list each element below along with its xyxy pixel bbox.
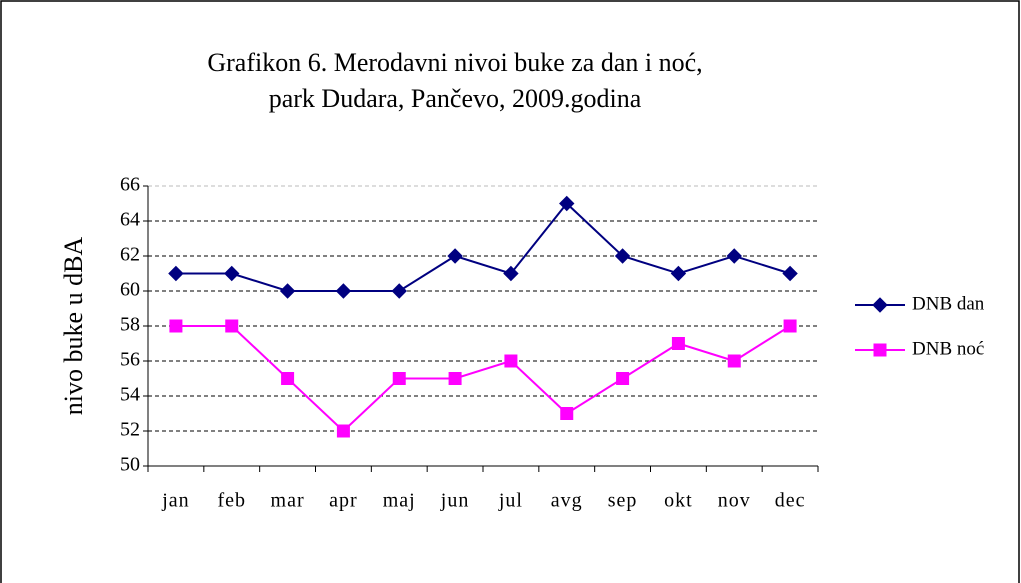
marker — [392, 372, 406, 385]
legend-label: DNB noć — [912, 338, 984, 359]
marker — [504, 354, 518, 368]
marker — [783, 319, 797, 333]
x-tick-label: jun — [440, 490, 470, 512]
y-tick-label: 50 — [120, 454, 140, 476]
marker — [727, 354, 741, 368]
chart-title: park Dudara, Pančevo, 2009.godina — [269, 84, 642, 113]
marker — [169, 319, 183, 333]
marker — [279, 283, 296, 299]
x-tick-label: avg — [551, 490, 583, 512]
x-tick-label: okt — [664, 490, 693, 512]
x-tick-label: nov — [718, 490, 751, 512]
marker — [448, 372, 462, 385]
legend-label: DNB dan — [912, 293, 985, 314]
marker — [782, 265, 798, 282]
marker — [447, 248, 463, 264]
y-tick-label: 52 — [120, 419, 140, 441]
marker — [671, 337, 685, 350]
x-tick-label: feb — [217, 490, 246, 512]
marker — [503, 265, 519, 282]
y-tick-label: 62 — [120, 244, 140, 266]
x-tick-label: sep — [608, 490, 638, 512]
marker — [335, 283, 352, 299]
marker — [560, 407, 574, 420]
marker — [726, 248, 742, 264]
marker — [225, 319, 239, 333]
chart-title: Grafikon 6. Merodavni nivoi buke za dan … — [207, 48, 702, 77]
x-tick-label: dec — [775, 490, 806, 512]
y-tick-label: 56 — [120, 349, 140, 371]
line — [175, 202, 791, 292]
x-tick-label: mar — [271, 490, 305, 512]
x-tick-label: apr — [329, 490, 358, 512]
legend-marker — [872, 297, 888, 313]
y-tick-label: 58 — [120, 314, 140, 336]
marker — [224, 265, 240, 282]
legend-marker — [873, 343, 887, 357]
y-axis-label: nivo buke u dBA — [59, 237, 88, 416]
marker — [281, 372, 295, 385]
line — [175, 325, 791, 433]
marker — [336, 424, 350, 438]
y-tick-label: 60 — [120, 279, 140, 301]
marker — [614, 248, 631, 264]
marker — [670, 265, 687, 282]
x-tick-label: maj — [383, 490, 416, 512]
x-tick-label: jan — [161, 490, 189, 512]
y-tick-label: 66 — [120, 174, 140, 196]
y-tick-label: 54 — [120, 384, 140, 406]
y-tick-label: 64 — [120, 209, 140, 231]
marker — [616, 372, 630, 385]
x-tick-label: jul — [498, 490, 523, 512]
marker — [168, 265, 184, 282]
marker — [391, 283, 407, 299]
marker — [559, 195, 575, 212]
